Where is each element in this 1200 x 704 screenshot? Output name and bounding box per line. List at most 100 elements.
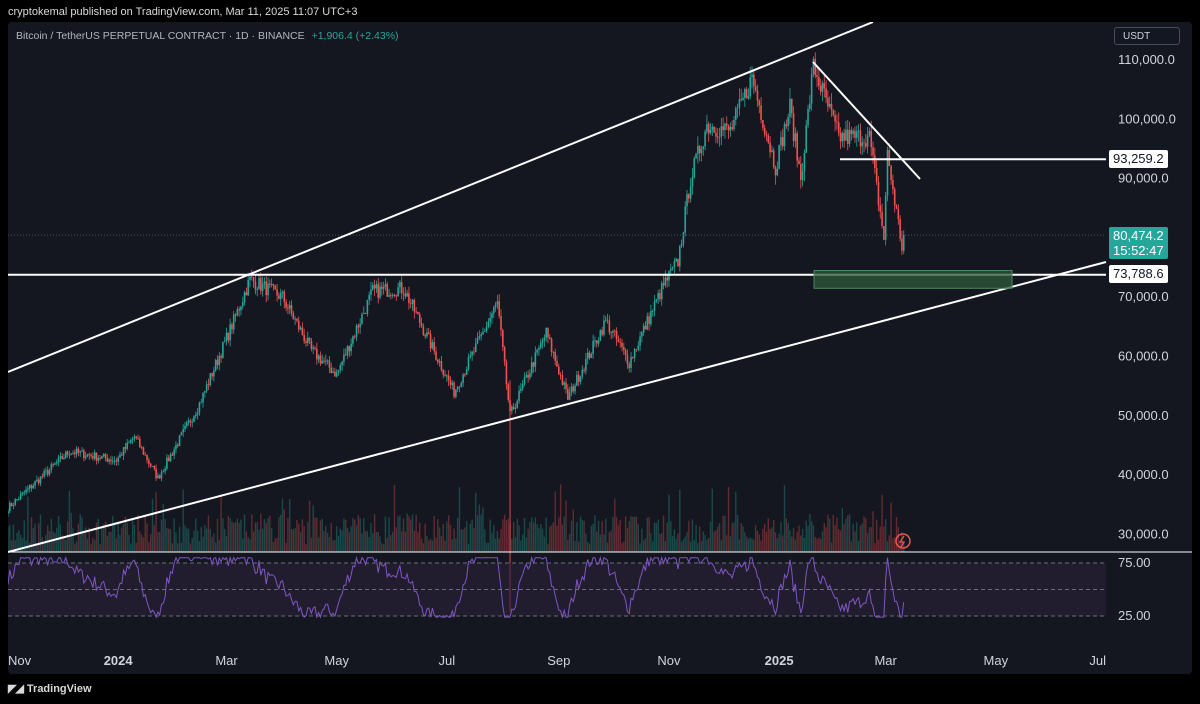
candle-body [623,347,625,350]
candle-body [868,130,871,136]
candle-body [875,168,878,182]
volume-bar [814,537,816,552]
volume-bar [341,530,343,552]
volume-bar [740,523,742,552]
candle-body [108,459,110,462]
chart-panel[interactable]: 110,000.0100,000.090,000.080,000.070,000… [8,22,1192,674]
candle-body [278,295,280,299]
volume-bar [68,490,71,552]
volume-bar [301,519,304,552]
volume-bar [99,543,101,552]
candle-body [698,145,701,154]
volume-bar [171,543,174,552]
volume-bar [747,539,750,552]
volume-bar [25,540,27,552]
volume-bar [520,540,522,552]
candle-body [604,319,607,321]
candle-body [377,284,380,298]
currency-button[interactable]: USDT [1114,27,1180,45]
candle-body [301,327,304,335]
candle-body [630,356,632,368]
candle-body [655,299,658,302]
candle-body [359,323,361,328]
volume-bar [626,527,629,552]
candle-body [514,407,517,410]
candle-body [213,370,215,377]
volume-bar [440,535,443,552]
volume-bar [556,525,558,552]
candle-body [612,330,614,333]
candle-body [79,451,82,453]
volume-bar [382,543,385,552]
candle-body [139,438,141,448]
candle-body [102,454,105,457]
candle-body [583,369,585,371]
volume-bar [700,541,703,552]
candle-body [884,195,887,240]
chart-canvas[interactable]: 110,000.0100,000.090,000.080,000.070,000… [8,22,1192,674]
volume-bar [682,539,685,552]
volume-bar [623,541,625,552]
volume-bar [108,531,110,552]
candle-body [671,267,674,270]
candle-body [133,436,136,439]
candle-body [637,345,640,350]
candle-body [881,211,883,226]
x-tick-label: Nov [657,653,681,668]
volume-bar [760,540,762,552]
candle-body [164,468,166,472]
candle-body [734,108,737,120]
volume-bar [240,519,242,552]
volume-bar [337,536,340,552]
candle-body [586,352,589,359]
volume-bar [731,523,733,552]
candle-body [447,375,450,381]
volume-bar [39,514,42,552]
candle-body [883,225,885,240]
volume-bar [550,525,553,552]
volume-bar [485,542,488,552]
candle-body [46,470,49,475]
candle-body [151,465,154,467]
candle-body [780,137,782,146]
volume-bar [585,533,587,552]
candle-body [783,124,786,147]
volume-bar [148,542,150,552]
candle-body [893,189,896,206]
volume-bar [81,517,83,552]
candle-body [530,362,533,374]
volume-bar [18,530,20,552]
candle-body [211,373,213,377]
candle-body [95,452,98,461]
candle-body [34,481,36,486]
volume-bar [866,533,869,552]
volume-bar [581,519,583,552]
volume-bar [637,524,639,552]
volume-bar [558,517,560,552]
volume-bar [370,522,372,552]
volume-bar [307,522,309,552]
candle-body [90,455,92,457]
candle-body [648,316,650,324]
candle-body [287,307,289,309]
candle-body [361,313,363,324]
symbol-legend[interactable]: Bitcoin / TetherUS PERPETUAL CONTRACT · … [16,30,399,42]
volume-bar [38,523,40,552]
candle-body [343,354,345,362]
volume-bar [377,531,379,552]
volume-bar [88,527,90,552]
candle-body [848,130,851,144]
volume-bar [21,538,24,552]
volume-bar [789,530,791,552]
candle-body [758,100,761,106]
volume-bar [139,531,141,552]
candle-body [337,369,340,373]
candle-body [113,460,116,462]
candle-body [828,103,831,107]
volume-bar [478,504,481,552]
volume-bar [505,520,508,552]
volume-bar [565,500,567,552]
volume-bar [487,542,490,552]
x-tick-label: Sep [547,653,570,668]
volume-bar [567,539,569,552]
